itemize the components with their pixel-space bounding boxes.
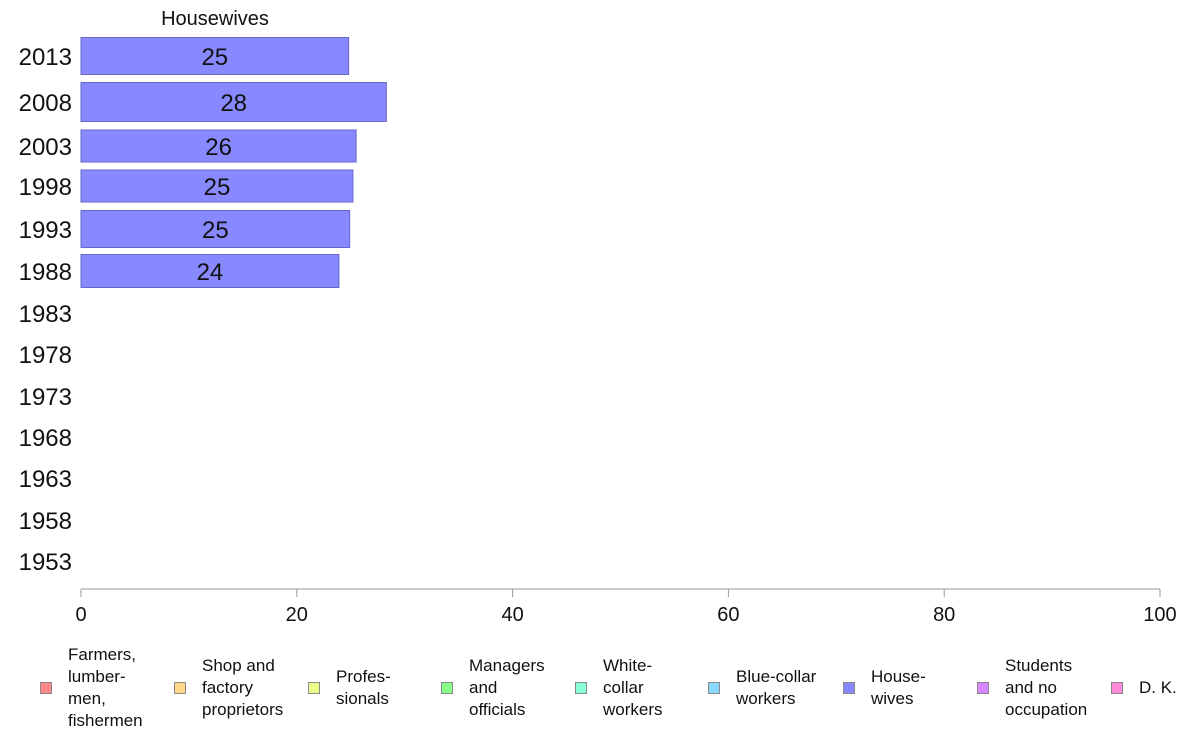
legend-swatch	[441, 681, 453, 694]
year-label: 1983	[19, 301, 72, 328]
legend-label: D. K.	[1139, 677, 1177, 697]
legend-swatch	[1111, 681, 1123, 694]
bar-chart: Housewives 25 28 26 25 25 24 2013 2008 2003 1998…	[19, 8, 1177, 626]
x-tick-label: 20	[286, 604, 308, 626]
bar	[80, 210, 351, 248]
bar-value-label: 28	[220, 90, 247, 117]
legend-swatch	[977, 681, 989, 694]
year-label: 2013	[19, 44, 72, 71]
chart-title: Housewives	[161, 8, 269, 30]
year-label: 1973	[19, 384, 72, 411]
year-label: 1978	[19, 342, 72, 369]
legend-swatch	[708, 681, 720, 694]
year-label: 1998	[19, 174, 72, 201]
legend-item: Blue-collar workers	[708, 645, 816, 730]
year-label: 1968	[19, 425, 72, 452]
bars-group: 25 28 26 25 25 24	[80, 37, 387, 288]
legend-label: Profes- sionals	[336, 666, 391, 708]
legend-item: Shop and factory proprietors	[174, 645, 283, 730]
legend-label: House- wives	[871, 666, 926, 708]
legend-item: House- wives	[843, 645, 926, 730]
year-labels: 2013 2008 2003 1998 1993 1988 1983 1978 1973 1968…	[19, 44, 72, 576]
legend-item: Students and no occupation	[977, 645, 1087, 730]
legend-swatch	[575, 681, 587, 694]
bar-value-label: 25	[202, 217, 229, 244]
x-tick-label: 40	[501, 604, 523, 626]
bar-value-label: 26	[205, 134, 232, 161]
bar-value-label: 24	[197, 259, 224, 286]
bar	[80, 37, 350, 75]
bar	[80, 169, 354, 203]
x-tick-label: 60	[717, 604, 739, 626]
legend-item: White- collar workers	[575, 645, 663, 730]
year-label: 2003	[19, 134, 72, 161]
legend-label: Blue-collar workers	[736, 666, 817, 708]
legend-label: Farmers, lumber- men, fishermen	[68, 644, 143, 730]
x-tick-label: 0	[75, 604, 86, 626]
legend: Farmers, lumber- men, fishermen Shop and …	[0, 645, 1188, 730]
year-label: 1988	[19, 259, 72, 286]
year-label: 2008	[19, 90, 72, 117]
legend-swatch	[174, 681, 186, 694]
bar	[80, 129, 357, 163]
bar-value-label: 25	[201, 44, 228, 71]
legend-item: Farmers, lumber- men, fishermen	[40, 645, 143, 730]
legend-label: Students and no occupation	[1005, 655, 1088, 719]
legend-item: D. K.	[1111, 645, 1177, 730]
legend-label: White- collar workers	[603, 655, 663, 719]
x-tick-label: 100	[1143, 604, 1176, 626]
legend-label: Shop and factory proprietors	[202, 655, 284, 719]
bar-value-label: 25	[204, 174, 231, 201]
legend-swatch	[40, 681, 52, 694]
legend-item: Profes- sionals	[308, 645, 391, 730]
legend-item: Managers and officials	[441, 645, 545, 730]
bar	[80, 82, 387, 122]
x-axis: 0 20 40 60 80 100	[75, 588, 1177, 626]
year-label: 1963	[19, 466, 72, 493]
x-tick-label: 80	[933, 604, 955, 626]
bar	[80, 254, 340, 288]
year-label: 1993	[19, 217, 72, 244]
legend-swatch	[843, 681, 855, 694]
year-label: 1958	[19, 508, 72, 535]
year-label: 1953	[19, 549, 72, 576]
legend-swatch	[308, 681, 320, 694]
legend-label: Managers and officials	[469, 655, 545, 719]
